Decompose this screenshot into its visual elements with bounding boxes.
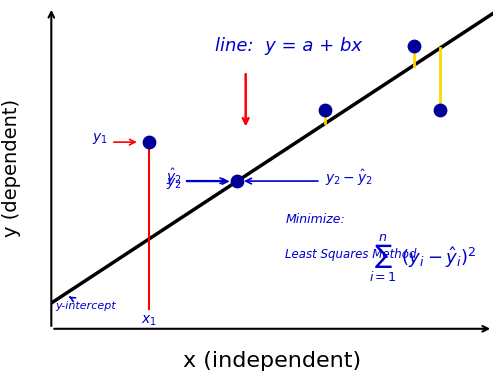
Point (436, 107, 444, 113)
Point (144, 139, 152, 145)
Text: $\hat{y}_2$: $\hat{y}_2$ (166, 167, 182, 186)
Text: line:  y = a + bx: line: y = a + bx (215, 36, 362, 55)
Text: $y_2 - \hat{y}_2$: $y_2 - \hat{y}_2$ (325, 168, 373, 188)
Text: $x_1$: $x_1$ (140, 314, 156, 328)
Point (233, 178, 241, 184)
Text: x (independent): x (independent) (183, 351, 361, 371)
Point (410, 42, 418, 49)
Text: y-intercept: y-intercept (56, 297, 116, 311)
Text: $y_2$: $y_2$ (166, 176, 182, 191)
Point (321, 107, 329, 113)
Text: Minimize:: Minimize: (286, 213, 345, 226)
Text: $y_1$: $y_1$ (92, 131, 108, 146)
Text: y (dependent): y (dependent) (2, 99, 21, 237)
Text: $\sum_{i=1}^{n}\ (y_i - \hat{y}_i)^2$: $\sum_{i=1}^{n}\ (y_i - \hat{y}_i)^2$ (370, 232, 476, 284)
Text: Least Squares Method: Least Squares Method (286, 248, 417, 261)
